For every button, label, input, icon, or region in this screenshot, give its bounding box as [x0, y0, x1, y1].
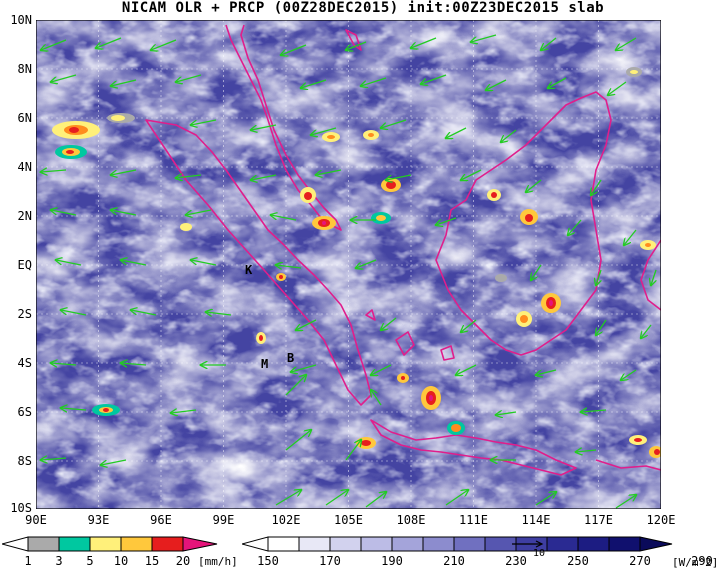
olr-unit: [W/m^2]	[672, 556, 719, 569]
precip-cell	[541, 293, 561, 313]
lon-label: 102E	[271, 513, 301, 527]
precip-cell	[92, 404, 120, 416]
precip-cell	[649, 446, 661, 458]
precip-tick: 5	[86, 554, 94, 568]
lon-label: 120E	[646, 513, 676, 527]
precip-cell	[626, 67, 642, 77]
precipitation-cells	[52, 67, 661, 458]
precip-cell	[312, 216, 336, 230]
precip-cell	[371, 212, 391, 224]
olr-tick: 210	[443, 554, 465, 568]
place-label-m: M	[261, 357, 269, 371]
precip-tick: 3	[55, 554, 63, 568]
coast-bangka	[395, 331, 415, 356]
lat-label: 6N	[17, 111, 32, 125]
wind-vectors	[41, 34, 656, 509]
lon-label: 96E	[150, 513, 172, 527]
lat-label: 8N	[17, 62, 32, 76]
coastlines	[145, 24, 661, 476]
coast-belitung	[440, 345, 455, 361]
lat-label: 4N	[17, 160, 32, 174]
graticule	[36, 20, 661, 509]
precip-cell	[322, 132, 340, 142]
lat-label: 8S	[17, 454, 32, 468]
coast-small-isle	[365, 309, 376, 321]
precip-cell	[629, 435, 647, 445]
precip-tick: 10	[113, 554, 129, 568]
precip-cell	[397, 373, 409, 383]
precip-cell	[276, 273, 286, 281]
place-label-k: K	[245, 263, 253, 277]
lat-label: 6S	[17, 405, 32, 419]
precip-cell	[495, 274, 507, 282]
precip-unit: [mm/h]	[198, 555, 238, 568]
olr-tick: 150	[257, 554, 279, 568]
precip-cell	[107, 113, 135, 123]
precip-cell	[381, 178, 401, 192]
lat-label: 4S	[17, 356, 32, 370]
precip-cell	[180, 223, 192, 231]
lat-label: 2N	[17, 209, 32, 223]
olr-tick: 230	[505, 554, 527, 568]
olr-tick: 290	[691, 554, 713, 568]
coast-islands-east	[595, 459, 661, 471]
lon-label: 93E	[87, 513, 110, 527]
olr-tick: 170	[319, 554, 341, 568]
precip-cell	[256, 332, 266, 344]
precip-cell	[447, 421, 465, 435]
lon-label: 90E	[25, 513, 47, 527]
precip-tick: 1	[24, 554, 32, 568]
precip-cell	[487, 189, 501, 201]
lat-label: 2S	[17, 307, 32, 321]
place-label-b: B	[287, 351, 295, 365]
lat-label: EQ	[17, 258, 32, 272]
lon-label: 117E	[584, 513, 613, 527]
coast-borneo	[435, 91, 612, 356]
map-title: NICAM OLR + PRCP (00Z28DEC2015) init:00Z…	[121, 0, 605, 16]
vector-reference-value: 10	[532, 548, 546, 559]
olr-colorbar	[242, 536, 673, 552]
lon-label: 111E	[459, 513, 488, 527]
precip-cell	[516, 311, 532, 327]
coast-malay-peninsula	[225, 24, 342, 231]
precip-cell	[52, 121, 100, 139]
lat-label: 10S	[10, 501, 32, 515]
coast-sulawesi	[640, 239, 661, 311]
precip-cell	[520, 209, 538, 225]
precip-cell	[363, 130, 379, 140]
olr-tick: 250	[567, 554, 589, 568]
coast-java	[370, 419, 577, 476]
precip-tick: 20	[175, 554, 191, 568]
coast-island-north	[345, 29, 362, 51]
lon-label: 114E	[521, 513, 551, 527]
lon-label: 108E	[396, 513, 426, 527]
coast-sumatra	[145, 119, 372, 406]
lon-label: 105E	[334, 513, 363, 527]
olr-tick: 190	[381, 554, 403, 568]
lon-label: 99E	[212, 513, 235, 527]
precip-cell	[421, 386, 441, 410]
lat-label: 10N	[10, 13, 32, 27]
precip-colorbar	[2, 536, 218, 552]
precip-tick: 15	[144, 554, 160, 568]
precip-cell	[300, 187, 316, 203]
precip-cell	[640, 240, 656, 250]
precip-cell	[55, 145, 87, 159]
olr-tick: 270	[629, 554, 651, 568]
olr-precip-map	[36, 20, 661, 509]
